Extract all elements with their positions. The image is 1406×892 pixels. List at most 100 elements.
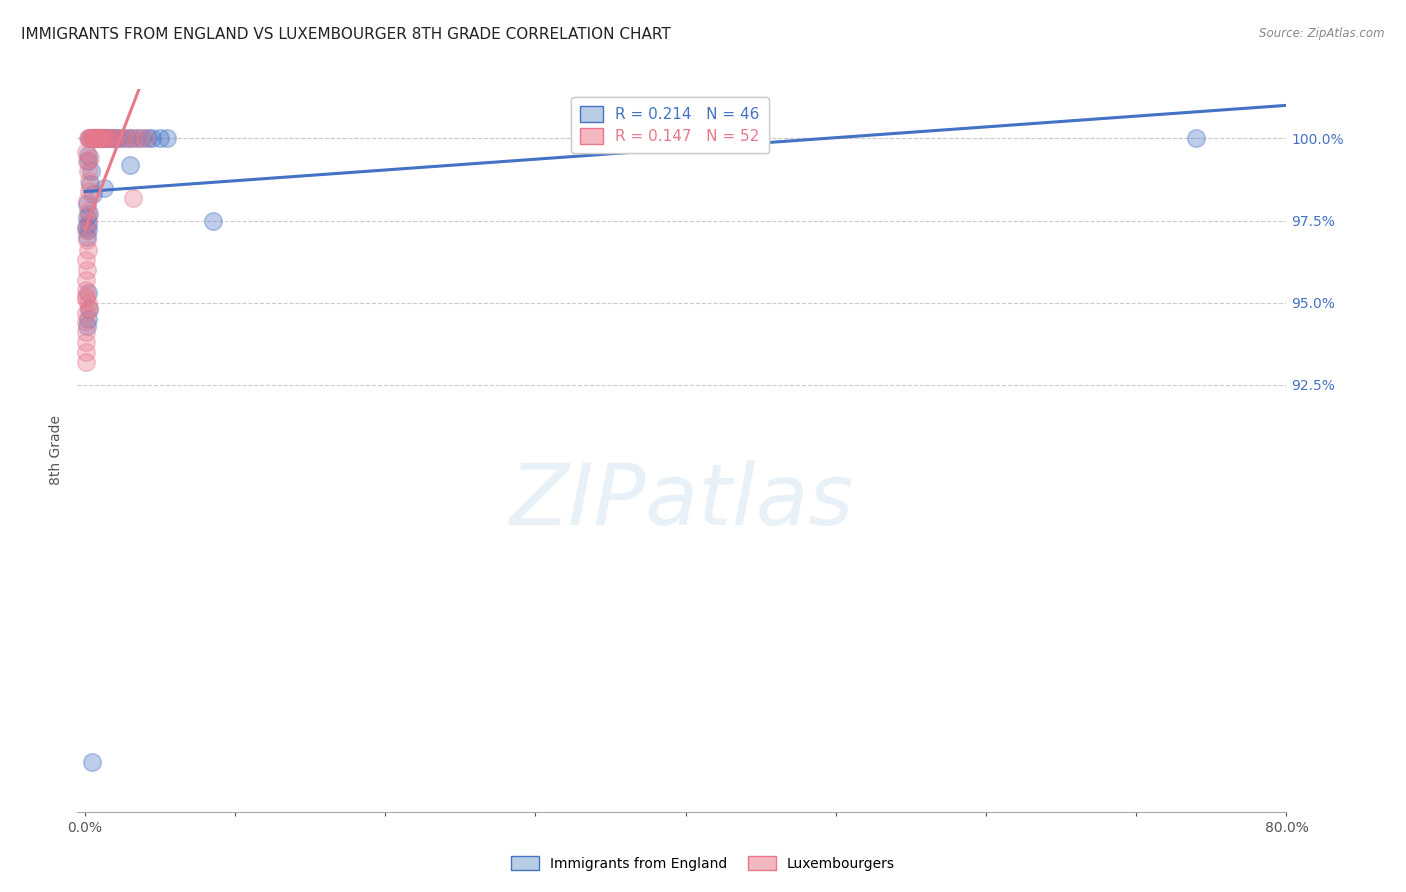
Point <box>76 230 98 244</box>
Point <box>98 131 121 145</box>
Point <box>80 164 103 178</box>
Point <box>79 131 101 145</box>
Legend: Immigrants from England, Luxembourgers: Immigrants from England, Luxembourgers <box>506 851 900 876</box>
Point <box>1185 131 1208 145</box>
Point <box>75 334 97 349</box>
Point <box>76 217 98 231</box>
Point <box>97 131 120 145</box>
Point <box>75 223 97 237</box>
Point <box>136 131 159 145</box>
Point <box>120 131 142 145</box>
Text: ZIPatlas: ZIPatlas <box>510 459 853 542</box>
Point <box>91 131 114 145</box>
Point <box>122 191 145 205</box>
Point <box>75 355 97 369</box>
Point <box>86 131 108 145</box>
Point <box>80 131 103 145</box>
Point <box>76 295 98 310</box>
Point <box>83 131 105 145</box>
Point <box>79 151 101 165</box>
Point <box>75 273 97 287</box>
Point <box>76 164 98 178</box>
Point <box>82 131 104 145</box>
Point <box>76 148 98 162</box>
Point <box>89 131 111 145</box>
Point <box>104 131 127 145</box>
Point <box>76 211 98 225</box>
Point <box>83 131 105 145</box>
Point <box>75 145 97 159</box>
Point <box>86 131 108 145</box>
Point <box>87 131 110 145</box>
Text: IMMIGRANTS FROM ENGLAND VS LUXEMBOURGER 8TH GRADE CORRELATION CHART: IMMIGRANTS FROM ENGLAND VS LUXEMBOURGER … <box>21 27 671 42</box>
Point <box>76 318 98 333</box>
Point <box>76 243 98 257</box>
Point <box>76 262 98 277</box>
Point <box>141 131 163 145</box>
Point <box>84 131 107 145</box>
Point <box>115 131 138 145</box>
Point <box>77 207 100 221</box>
Point <box>79 184 101 198</box>
Point <box>90 131 112 145</box>
Point <box>75 345 97 359</box>
Point <box>94 131 117 145</box>
Point <box>76 197 98 211</box>
Point <box>82 187 104 202</box>
Point <box>76 285 98 300</box>
Point <box>84 131 107 145</box>
Point <box>118 131 141 145</box>
Point <box>91 131 114 145</box>
Point <box>84 131 107 145</box>
Point <box>94 131 117 145</box>
Text: Source: ZipAtlas.com: Source: ZipAtlas.com <box>1260 27 1385 40</box>
Point <box>134 131 156 145</box>
Point <box>79 178 101 192</box>
Point <box>75 252 97 267</box>
Point <box>76 233 98 247</box>
Point <box>77 302 100 317</box>
Point <box>77 174 100 188</box>
Point <box>76 154 98 169</box>
Point <box>75 315 97 329</box>
Point <box>77 213 100 227</box>
Point <box>96 131 118 145</box>
Point <box>75 289 97 303</box>
Point <box>127 131 149 145</box>
Point <box>131 131 153 145</box>
Point <box>75 293 97 307</box>
Point <box>127 131 149 145</box>
Point <box>75 220 97 235</box>
Point <box>93 131 115 145</box>
Point <box>201 213 224 227</box>
Point <box>149 131 172 145</box>
Point <box>111 131 134 145</box>
Point <box>86 131 108 145</box>
Point <box>90 131 112 145</box>
Point <box>156 131 179 145</box>
Point <box>77 302 100 317</box>
Point <box>82 756 104 770</box>
Y-axis label: 8th Grade: 8th Grade <box>49 416 63 485</box>
Point <box>76 154 98 169</box>
Point <box>76 131 98 145</box>
Point <box>75 325 97 339</box>
Point <box>104 131 127 145</box>
Point <box>118 158 141 172</box>
Point <box>76 223 98 237</box>
Point <box>101 131 124 145</box>
Legend: R = 0.214   N = 46, R = 0.147   N = 52: R = 0.214 N = 46, R = 0.147 N = 52 <box>571 97 769 153</box>
Point <box>87 131 110 145</box>
Point <box>77 312 100 326</box>
Point <box>93 180 115 194</box>
Point <box>76 194 98 208</box>
Point <box>79 131 101 145</box>
Point <box>101 131 124 145</box>
Point <box>75 283 97 297</box>
Point <box>107 131 129 145</box>
Point <box>83 131 105 145</box>
Point <box>76 203 98 218</box>
Point <box>93 131 115 145</box>
Point <box>75 305 97 319</box>
Point <box>87 131 110 145</box>
